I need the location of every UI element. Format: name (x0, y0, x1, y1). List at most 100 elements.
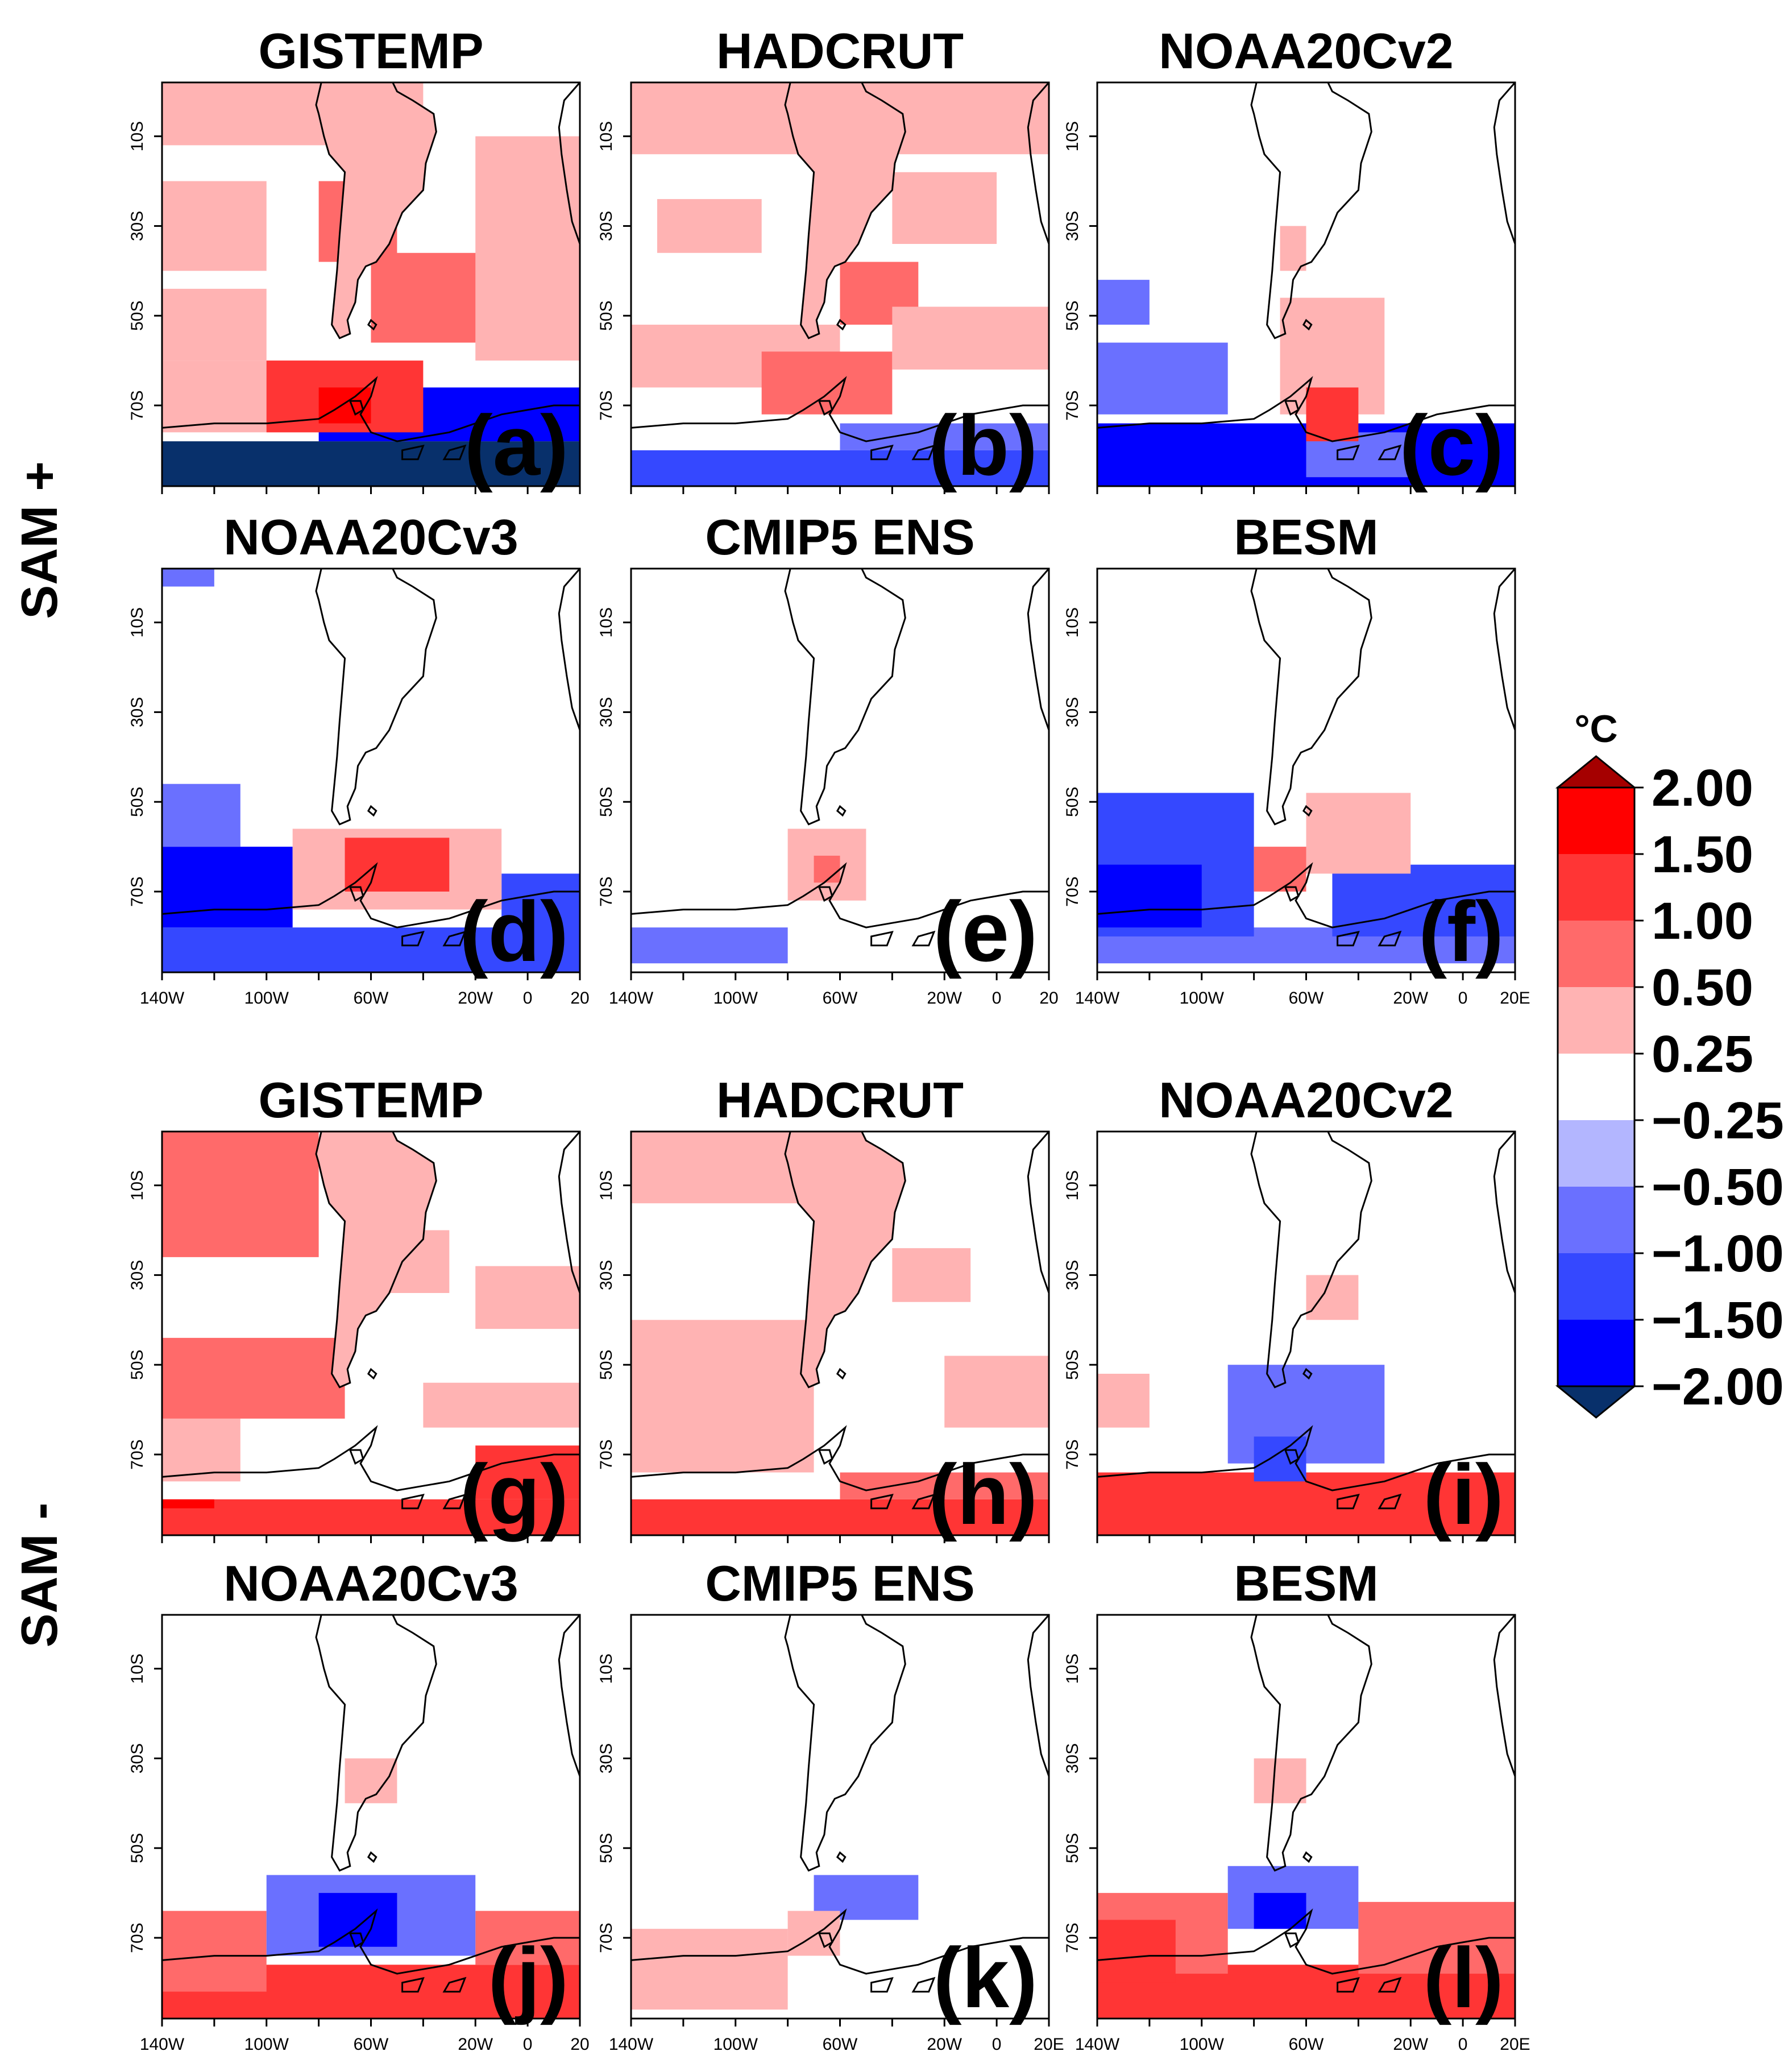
y-tick-label: 10S (1063, 1654, 1082, 1684)
coastline-africa (1027, 1615, 1049, 1777)
y-tick-label: 70S (128, 876, 147, 906)
map-area-l (1097, 1615, 1515, 2019)
coastline-falklands (836, 1851, 847, 1863)
x-tick-label: 100W (1180, 989, 1225, 1008)
coastline-africa (1493, 1615, 1515, 1777)
coastline-africa (1493, 82, 1515, 245)
anomaly-cell (892, 172, 997, 244)
y-tick-label: 50S (597, 301, 616, 331)
panel-label-k: (k) (934, 1930, 1038, 2025)
x-tick-label: 20 (570, 989, 589, 1008)
x-tick-label: 20W (458, 989, 493, 1008)
coastline-africa (558, 569, 580, 731)
panel-label-g: (g) (459, 1447, 569, 1542)
map-area-b (631, 82, 1049, 486)
anomaly-cell (1306, 387, 1359, 442)
anomaly-cell (892, 1248, 971, 1302)
coastline-ice-shelf (442, 444, 467, 461)
anomaly-cell (787, 1911, 840, 1956)
panel-label-b: (b) (928, 397, 1038, 493)
y-tick-label: 30S (128, 1260, 147, 1290)
y-tick-label: 50S (597, 787, 616, 817)
coastline-antarctica (1097, 376, 1515, 442)
y-tick-label: 50S (128, 1350, 147, 1380)
coastline-africa (558, 1132, 580, 1294)
coastline-ice-shelf (1337, 444, 1360, 461)
coastline-ice-shelf (870, 444, 894, 461)
x-tick-label: 100W (244, 989, 289, 1008)
panel-title-f: BESM (1234, 509, 1378, 565)
panel-title-a: GISTEMP (258, 23, 483, 79)
y-tick-label: 10S (128, 1170, 147, 1200)
y-tick-label: 30S (597, 211, 616, 241)
map-area-e (631, 569, 1049, 972)
anomaly-cell (1097, 1472, 1515, 1535)
coastline-ice-shelf (1378, 1493, 1402, 1510)
coastline-ice-shelf (1284, 886, 1300, 902)
colorbar-segment (1558, 921, 1634, 987)
anomaly-cell (162, 181, 267, 271)
anomaly-cell (892, 306, 1049, 370)
row-label-sam-plus: SAM + (11, 461, 68, 619)
y-tick-label: 70S (128, 1922, 147, 1953)
anomaly-cell (162, 1499, 580, 1535)
x-tick-label: 0 (523, 2035, 533, 2054)
y-tick-label: 50S (128, 787, 147, 817)
colorbar-extend-high (1555, 755, 1637, 789)
y-tick-label: 30S (1063, 211, 1082, 241)
panels-group: GISTEMP 10S 30S 50S 70S (a) HADCRUT 10S 30S 50S 70… (128, 23, 1530, 2054)
x-tick-label: 0 (992, 2035, 1002, 2054)
coastline-ice-shelf (818, 1932, 833, 1948)
coastline-antarctica (162, 376, 580, 442)
coastline-ice-shelf (401, 1976, 425, 1993)
coastline-ice-shelf (911, 444, 936, 461)
coastline-ice-shelf (348, 400, 364, 416)
coastline-africa (1027, 1132, 1049, 1294)
map-area-g (162, 1132, 580, 1535)
y-tick-label: 70S (597, 1439, 616, 1469)
colorbar-segment (1558, 1054, 1634, 1120)
coastline-ice-shelf (911, 1976, 936, 1993)
coastline-africa (558, 82, 580, 245)
coastline-ice-shelf (818, 886, 833, 902)
panel-b: HADCRUT 10S 30S 50S 70S (b) (597, 23, 1050, 494)
y-tick-label: 50S (1063, 1350, 1082, 1380)
coastline-ice-shelf (818, 1449, 833, 1465)
x-tick-label: 0 (1458, 989, 1468, 1008)
land-anomaly (785, 82, 906, 338)
x-tick-label: 140W (609, 2035, 654, 2054)
map-background (631, 569, 1049, 972)
anomaly-cell (162, 569, 214, 587)
anomaly-cell (1280, 226, 1306, 271)
panel-d: NOAA20Cv3 10S 30S 50S 70S 140W 100W 60W 20W 0 20(d… (128, 509, 590, 1008)
coastline-south-america (1250, 1132, 1372, 1389)
coastline-falklands (1302, 805, 1313, 817)
x-tick-label: 100W (713, 2035, 758, 2054)
anomaly-cell (1097, 864, 1202, 928)
x-tick-label: 140W (1075, 989, 1120, 1008)
y-tick-label: 30S (1063, 1743, 1082, 1773)
coastline-ice-shelf (870, 1493, 894, 1510)
panel-title-c: NOAA20Cv2 (1159, 23, 1453, 79)
y-tick-label: 10S (597, 121, 616, 151)
coastline-africa (1027, 82, 1049, 245)
y-tick-label: 30S (597, 1743, 616, 1773)
anomaly-cell (475, 136, 580, 361)
coastline-africa (558, 1615, 580, 1777)
colorbar-tick-label: 1.00 (1652, 892, 1753, 950)
y-tick-label: 50S (128, 301, 147, 331)
colorbar-tick-label: 0.50 (1652, 959, 1753, 1017)
land-anomaly (316, 82, 437, 338)
colorbar-tick-label: −0.50 (1652, 1158, 1784, 1216)
coastline-ice-shelf (348, 1449, 364, 1465)
colorbar-segment (1558, 1320, 1634, 1386)
anomaly-cell (1254, 847, 1306, 892)
coastline-falklands (836, 318, 847, 331)
y-tick-label: 30S (1063, 1260, 1082, 1290)
anomaly-cell (944, 1356, 1049, 1428)
x-tick-label: 20W (927, 2035, 962, 2054)
coastline-ice-shelf (1337, 930, 1360, 947)
anomaly-cell (657, 199, 762, 253)
anomaly-cell (162, 784, 240, 847)
coastline-ice-shelf (870, 1976, 894, 1993)
